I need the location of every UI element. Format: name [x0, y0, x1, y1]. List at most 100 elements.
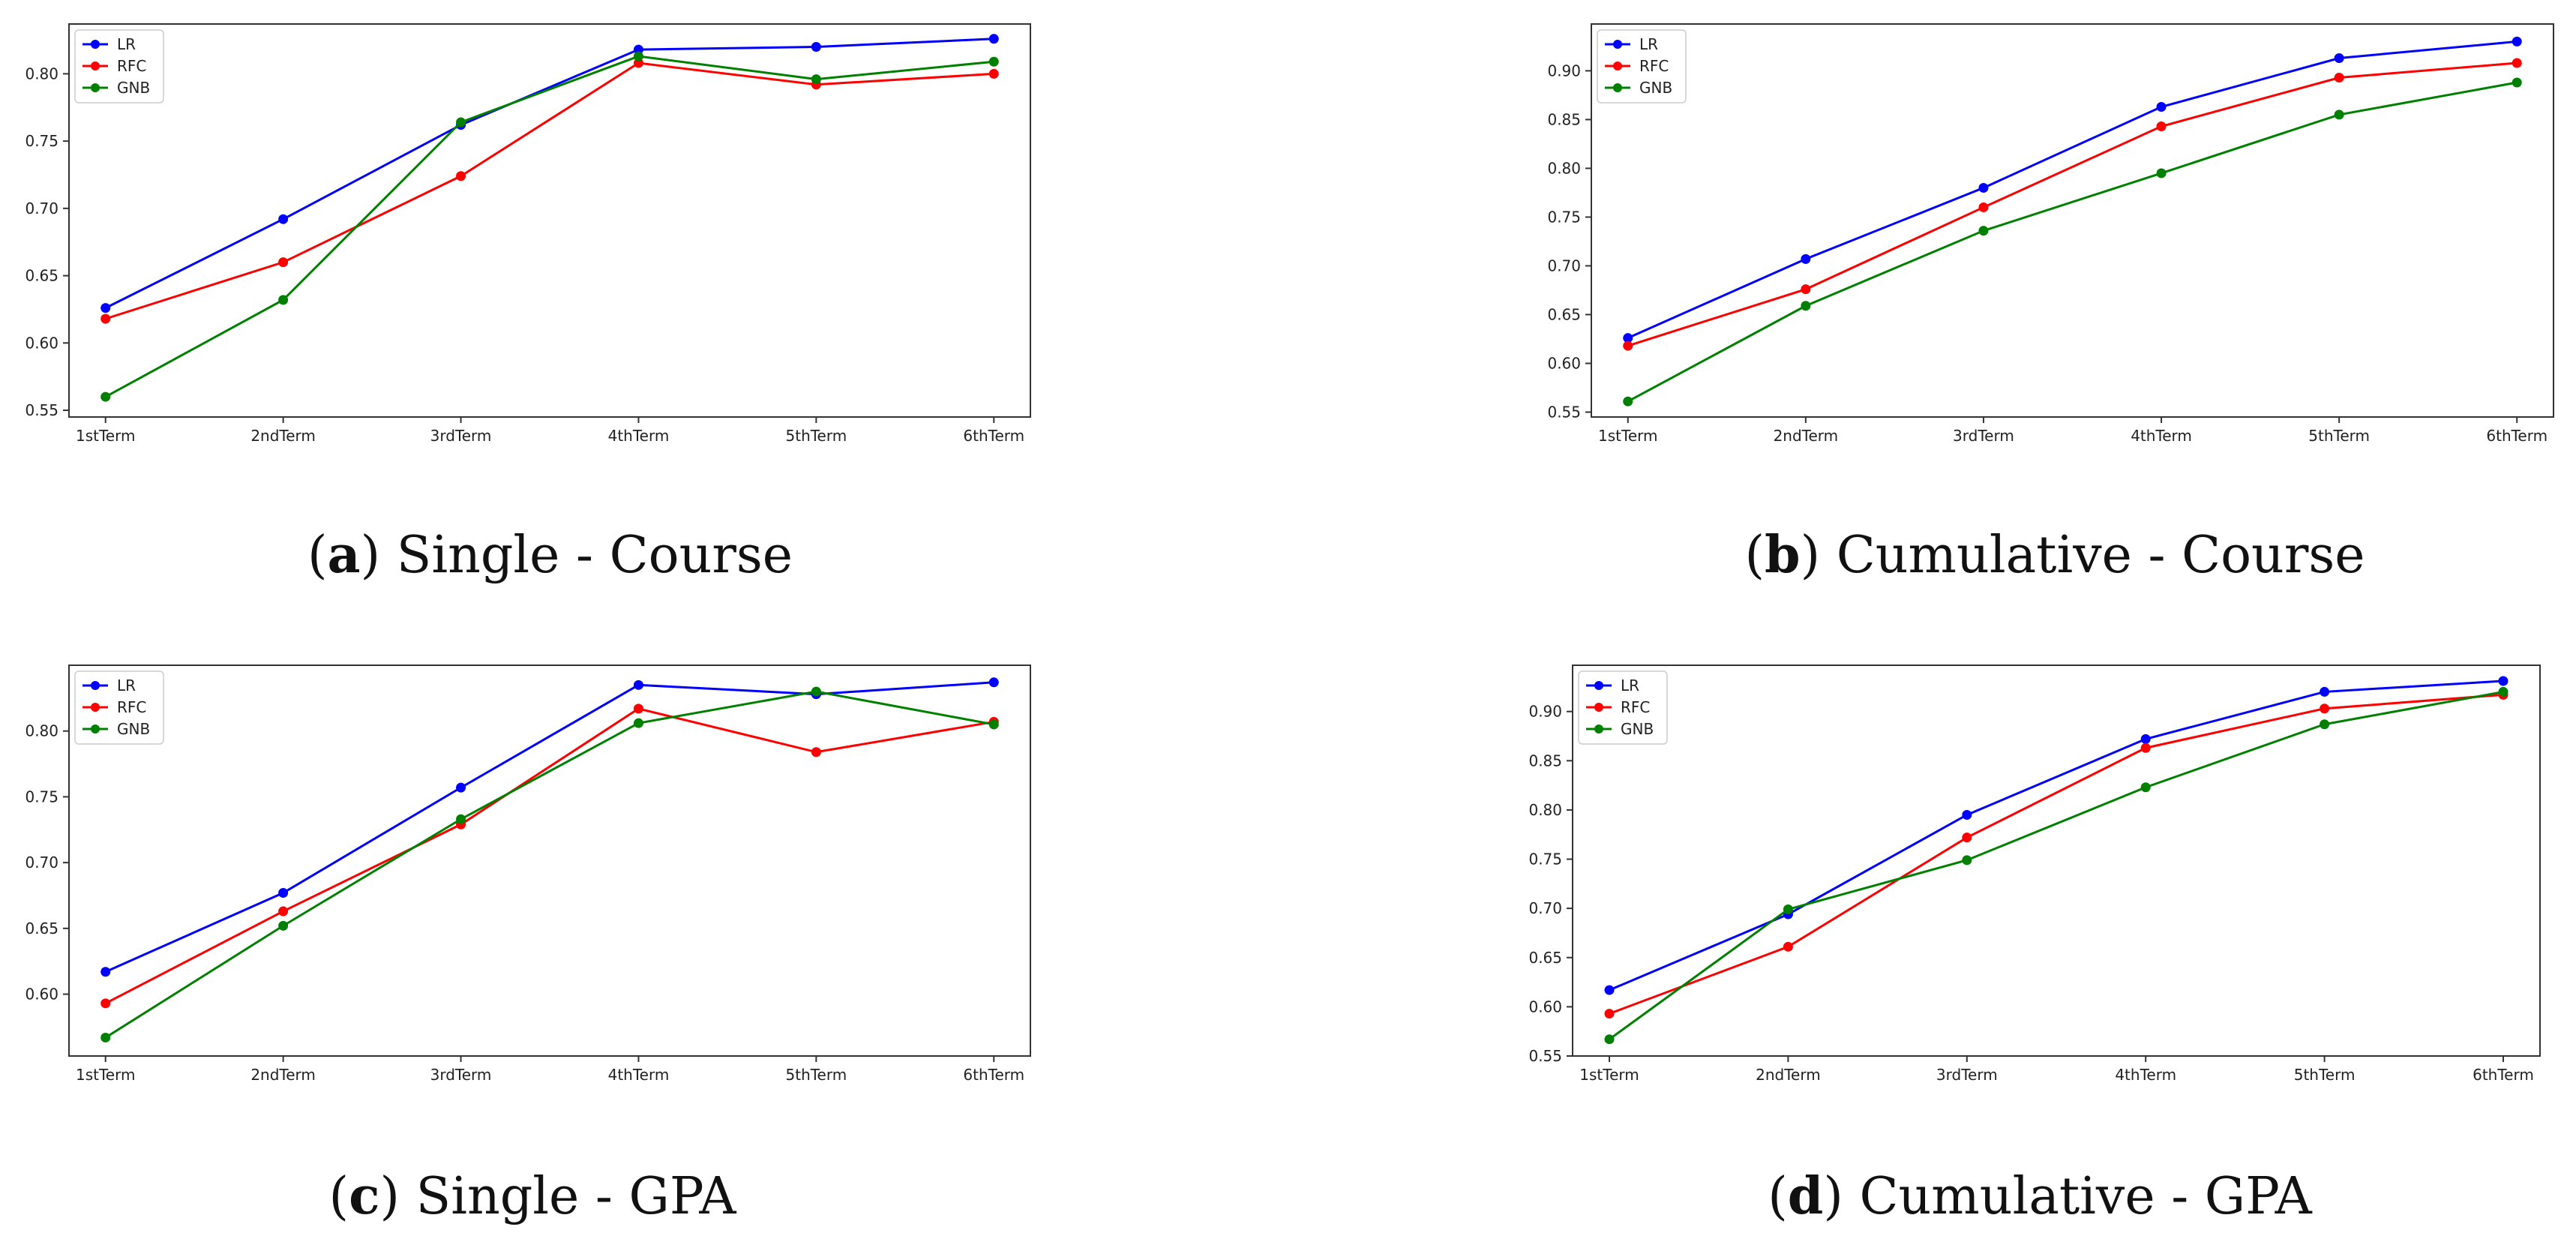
chart-c-point-gnb: [456, 814, 466, 824]
caption-d-text: Cumulative - GPA: [1859, 1167, 2312, 1226]
chart-d-point-rfc: [1604, 1009, 1615, 1019]
chart-b-point-gnb: [2334, 110, 2344, 120]
chart-a-point-gnb: [811, 74, 821, 85]
chart-b-legend-marker-lr: [1613, 40, 1622, 49]
chart-d-point-gnb: [1962, 855, 1972, 866]
chart-d-ytick-label: 0.65: [1528, 949, 1562, 967]
chart-c-point-gnb: [278, 920, 289, 931]
chart-d-ytick-label: 0.80: [1528, 801, 1562, 819]
chart-b-svg: 0.55 0.60 0.65 0.70 0.75 0.80 0.85 0.90 1stTerm 2…: [1547, 23, 2554, 445]
caption-c-letter: c: [349, 1166, 380, 1226]
chart-panel-c: 0.60 0.65 0.70 0.75 0.80 1stTerm 2ndTerm 3rdTer…: [0, 641, 1065, 1099]
chart-a-point-lr: [278, 214, 289, 224]
chart-c-point-lr: [100, 967, 111, 977]
chart-a-point-gnb: [278, 295, 289, 305]
chart-b-point-rfc: [1978, 202, 1989, 212]
chart-d-point-gnb: [1604, 1034, 1615, 1045]
chart-b-point-gnb: [2156, 168, 2167, 178]
chart-b-xtick-label: 6thTerm: [2486, 427, 2548, 445]
caption-b-text: Cumulative - Course: [1836, 526, 2365, 585]
chart-c-svg: 0.60 0.65 0.70 0.75 0.80 1stTerm 2ndTerm 3rdTer…: [25, 664, 1031, 1084]
chart-d-xtick-label: 2ndTerm: [1756, 1066, 1821, 1084]
chart-d-ytick-label: 0.90: [1528, 703, 1562, 721]
chart-a-point-rfc: [278, 257, 289, 268]
caption-d: (d) Cumulative - GPA: [1768, 1166, 2312, 1226]
chart-c-point-gnb: [811, 686, 821, 697]
chart-c-point-rfc: [633, 704, 643, 714]
chart-b-line-lr: [1627, 40, 2518, 340]
chart-d-line-rfc: [1609, 693, 2504, 1015]
chart-b-xtick-label: 4thTerm: [2131, 427, 2192, 445]
chart-a-point-lr: [988, 34, 999, 44]
chart-d-xtick-label: 1stTerm: [1579, 1066, 1639, 1084]
chart-d-legend-marker-gnb: [1594, 724, 1603, 734]
chart-a-point-rfc: [100, 314, 111, 324]
chart-b-legend-label-lr: LR: [1639, 35, 1658, 53]
chart-a-legend-label-lr: LR: [117, 35, 136, 53]
chart-b-point-lr: [1801, 254, 1811, 264]
chart-b-ytick-label: 0.70: [1547, 256, 1581, 274]
chart-b-legend-label-gnb: GNB: [1639, 79, 1672, 97]
chart-b-xtick-label: 2ndTerm: [1774, 427, 1839, 445]
chart-a-xtick-label: 3rdTerm: [430, 427, 492, 445]
chart-c-ytick-label: 0.80: [25, 722, 58, 740]
caption-a-letter: a: [327, 525, 361, 585]
caption-c-text: Single - GPA: [415, 1167, 736, 1226]
chart-b-legend: LR RFC GNB: [1597, 29, 1687, 104]
chart-b-legend-marker-rfc: [1613, 62, 1622, 70]
chart-a-legend-label-gnb: GNB: [117, 79, 150, 97]
chart-b-ytick-label: 0.85: [1547, 110, 1581, 128]
chart-d-ytick-label: 0.70: [1528, 899, 1562, 917]
chart-a-line-lr: [105, 38, 994, 309]
chart-b-point-gnb: [1801, 301, 1811, 311]
chart-d-point-rfc: [2140, 742, 2151, 753]
chart-c-xtick-label: 6thTerm: [963, 1066, 1024, 1084]
chart-a-point-lr: [100, 303, 111, 314]
chart-c-point-rfc: [811, 747, 821, 758]
chart-b-xtick-label: 3rdTerm: [1953, 427, 2014, 445]
chart-a-point-rfc: [456, 171, 466, 182]
caption-c: (c) Single - GPA: [328, 1166, 736, 1226]
caption-d-letter: d: [1787, 1166, 1824, 1226]
chart-panel-b: 0.55 0.60 0.65 0.70 0.75 0.80 0.85 0.90 1stTerm 2…: [1522, 0, 2576, 458]
chart-c-point-gnb: [988, 719, 999, 730]
chart-d-point-gnb: [2140, 782, 2151, 793]
chart-b-point-rfc: [1623, 340, 1633, 351]
chart-b-point-rfc: [1801, 284, 1811, 295]
chart-c-ytick-label: 0.60: [25, 986, 58, 1004]
chart-b-ytick-label: 0.60: [1547, 354, 1581, 372]
chart-a-plot-frame: [68, 23, 1031, 418]
chart-a-legend-marker-rfc: [91, 62, 100, 70]
chart-b-point-gnb: [1978, 226, 1989, 236]
chart-c-legend-marker-lr: [91, 681, 100, 690]
chart-c-xtick-label: 3rdTerm: [430, 1066, 492, 1084]
chart-a-ytick-label: 0.75: [25, 132, 58, 150]
chart-d-ytick-label: 0.60: [1528, 998, 1562, 1016]
chart-b-point-lr: [2334, 53, 2344, 64]
chart-b-ytick-label: 0.75: [1547, 208, 1581, 226]
chart-c-line-gnb: [104, 690, 994, 1039]
chart-a-xtick-label: 4thTerm: [608, 427, 670, 445]
chart-a-point-rfc: [988, 68, 999, 79]
chart-b-ytick-label: 0.80: [1547, 159, 1581, 177]
chart-b-line-gnb: [1627, 81, 2518, 403]
caption-a: (a) Single - Course: [307, 525, 793, 585]
chart-d-xtick-label: 4thTerm: [2115, 1066, 2176, 1084]
chart-a-ytick-label: 0.70: [25, 200, 58, 218]
chart-b-point-gnb: [2512, 77, 2522, 88]
chart-c-point-lr: [988, 677, 999, 688]
chart-a-svg: 0.55 0.60 0.65 0.70 0.75 0.80 1stTerm 2ndTerm 3r…: [25, 23, 1031, 445]
chart-b-point-lr: [2512, 36, 2522, 46]
chart-b-point-lr: [1978, 182, 1989, 193]
chart-a-xtick-label: 5thTerm: [786, 427, 847, 445]
chart-c-legend-marker-gnb: [91, 724, 100, 734]
chart-d-plot-frame: [1572, 664, 2541, 1057]
chart-a-legend-marker-gnb: [91, 83, 100, 92]
chart-b-plot-frame: [1591, 23, 2554, 418]
caption-a-text: Single - Course: [396, 526, 793, 585]
chart-c-point-rfc: [278, 906, 289, 916]
chart-c-xtick-label: 2ndTerm: [250, 1066, 316, 1084]
chart-d-legend-label-rfc: RFC: [1621, 698, 1650, 716]
chart-a-xtick-label: 2ndTerm: [250, 427, 316, 445]
chart-d-xtick-label: 6thTerm: [2473, 1066, 2534, 1084]
